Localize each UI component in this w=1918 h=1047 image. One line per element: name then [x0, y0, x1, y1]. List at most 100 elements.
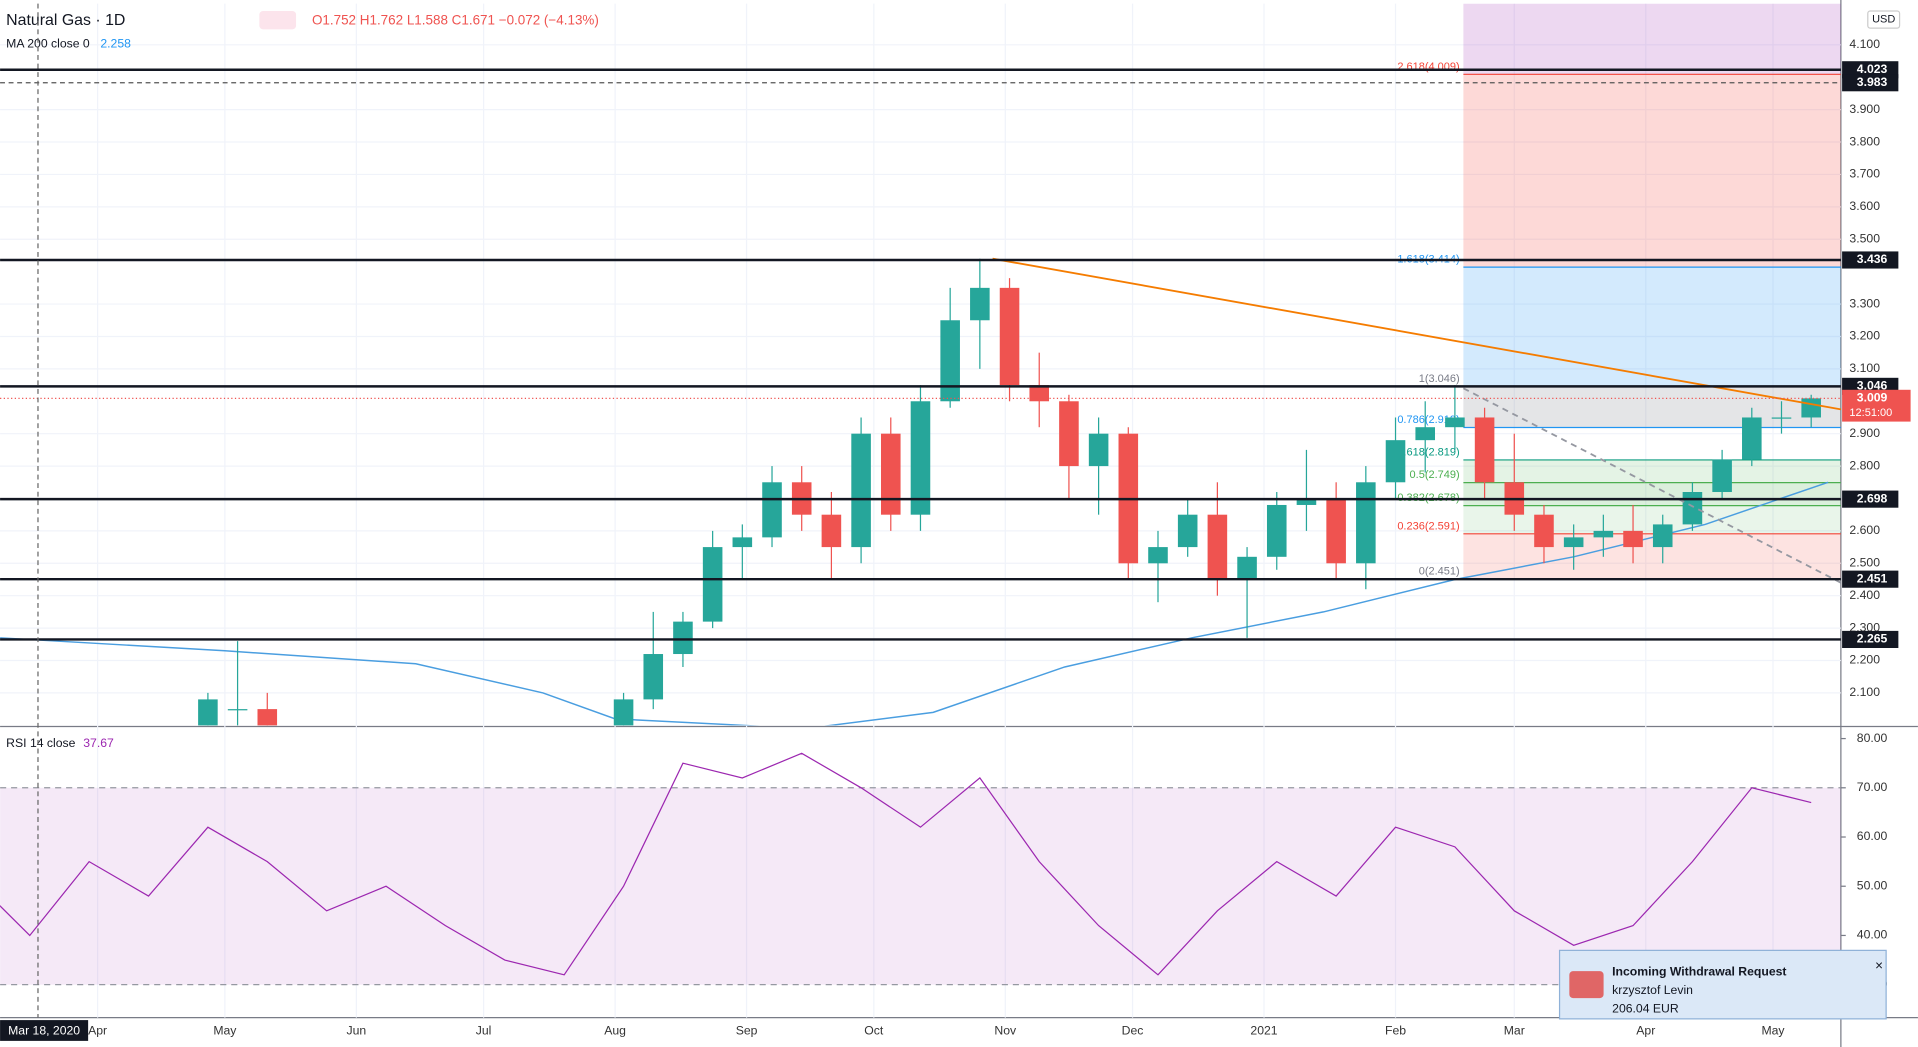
x-tick-label: Feb [1385, 1023, 1406, 1037]
crosshair-date: Mar 18, 2020 [8, 1023, 80, 1037]
y-tick-label: 2.300 [1849, 620, 1880, 634]
candle-body [1445, 417, 1465, 428]
countdown: 12:51:00 [1849, 407, 1892, 419]
level-label-box [1842, 490, 1899, 508]
candle-body [1712, 459, 1732, 493]
level-label: 2.265 [1857, 632, 1888, 646]
notification-close[interactable]: × [1875, 958, 1883, 973]
candle-body [940, 320, 960, 402]
price-pane: 2.618(4.009)1.618(3.414)1(3.046)0.786(2.… [0, 3, 1841, 726]
level-label: 3.046 [1857, 379, 1888, 393]
candle-body [198, 699, 218, 726]
y-tick-label: 4.100 [1849, 37, 1880, 51]
y-tick-label: 3.200 [1849, 329, 1880, 343]
notification[interactable]: Incoming Withdrawal Request krzysztof Le… [1558, 949, 1887, 1020]
ma-line [0, 481, 1829, 726]
y-tick-label: 3.500 [1849, 231, 1880, 245]
candle-body [257, 709, 278, 726]
rsi-band [0, 787, 1841, 985]
candle-body [821, 514, 842, 548]
last-price-box [1842, 389, 1911, 422]
y-tick-label: 2.800 [1849, 458, 1880, 472]
candle-body [732, 537, 753, 548]
y-tick-label: 2.600 [1849, 523, 1880, 537]
level-label: 4.023 [1857, 62, 1888, 76]
candle-body [1593, 530, 1614, 538]
candle-body [1326, 498, 1346, 564]
notification-sender: krzysztof Levin [1612, 983, 1693, 997]
candle-body [1266, 504, 1287, 557]
fib-zone [1463, 505, 1841, 534]
candle-body [1029, 385, 1050, 402]
y-tick-label: 3.100 [1849, 361, 1880, 375]
candle-body [1682, 492, 1703, 525]
rsi-tick-label: 70.00 [1857, 780, 1888, 794]
x-tick-label: May [1761, 1023, 1785, 1037]
notification-amount: 206.04 EUR [1612, 1001, 1679, 1015]
y-tick-label: 3.800 [1849, 134, 1880, 148]
candle-body [613, 699, 634, 726]
level-label-box [1842, 630, 1899, 649]
rsi-label: RSI 14 close [6, 736, 75, 750]
fib-label: 2.618(4.009) [1397, 61, 1459, 73]
rsi-value: 37.67 [83, 736, 114, 750]
candle-body [1801, 398, 1821, 418]
rsi-line [0, 752, 1812, 976]
level-label: 2.698 [1857, 491, 1888, 505]
candle-body [910, 401, 931, 515]
candle-body [673, 621, 693, 655]
x-tick-label: Apr [88, 1023, 107, 1037]
last-price-label: 3.009 [1857, 391, 1888, 405]
x-tick-label: 2021 [1250, 1023, 1277, 1037]
notification-box[interactable] [1558, 949, 1887, 1020]
symbol: Natural Gas · 1D [6, 12, 125, 29]
candle-body [1088, 433, 1109, 467]
candle-body [970, 287, 990, 321]
x-tick-label: Dec [1122, 1023, 1144, 1037]
fib-label: 0(2.451) [1419, 566, 1460, 578]
ma-label: MA 200 close 0 [6, 36, 90, 50]
candle-body [1237, 556, 1257, 580]
candle-body [702, 547, 723, 622]
rsi-tick-label: 50.00 [1857, 878, 1888, 892]
y-tick-label: 2.400 [1849, 588, 1880, 602]
candle-body [1385, 440, 1406, 483]
level-label: 3.436 [1857, 252, 1888, 266]
level-label-box [1842, 61, 1899, 79]
x-tick-label: May [213, 1023, 237, 1037]
candle-body [1296, 498, 1317, 505]
x-tick-label: Mar [1504, 1023, 1525, 1037]
candle-body [1623, 530, 1643, 548]
fib-zone [1463, 3, 1841, 75]
ohlc: O1.752 H1.762 L1.588 C1.671 −0.072 (−4.1… [312, 12, 599, 27]
y-tick-label: 3.600 [1849, 199, 1880, 213]
level-label: 2.451 [1857, 571, 1888, 585]
candle-body [1742, 417, 1762, 460]
y-tick-label: 3.300 [1849, 296, 1880, 310]
currency: USD [1872, 13, 1895, 25]
candle-body [1148, 547, 1168, 564]
fib-zone [1463, 386, 1841, 428]
grid [0, 3, 1841, 1018]
dashed-level-box [1842, 74, 1899, 92]
y-tick-label: 2.200 [1849, 653, 1880, 667]
dashed-level-label: 3.983 [1857, 75, 1888, 89]
candle-body [643, 654, 664, 700]
candle-body [999, 287, 1020, 386]
x-tick-label: Jun [347, 1023, 367, 1037]
candle-body [880, 433, 901, 515]
fib-label: 0.786(2.919) [1397, 414, 1459, 426]
y-tick-label: 3.900 [1849, 102, 1880, 116]
fib-label: 1(3.046) [1419, 373, 1460, 385]
fib-label: 0.236(2.591) [1397, 520, 1459, 532]
rsi-pane [0, 752, 1841, 986]
rsi-tick-label: 40.00 [1857, 928, 1888, 942]
currency-box[interactable] [1867, 10, 1901, 29]
x-tick-label: Nov [994, 1023, 1017, 1037]
trendline [1462, 387, 1841, 584]
fib-zone [1463, 267, 1841, 387]
y-tick-label: 2.100 [1849, 685, 1880, 699]
crosshair-date-box [0, 1020, 89, 1041]
candle-body [762, 482, 782, 538]
candle-body [1059, 401, 1079, 467]
